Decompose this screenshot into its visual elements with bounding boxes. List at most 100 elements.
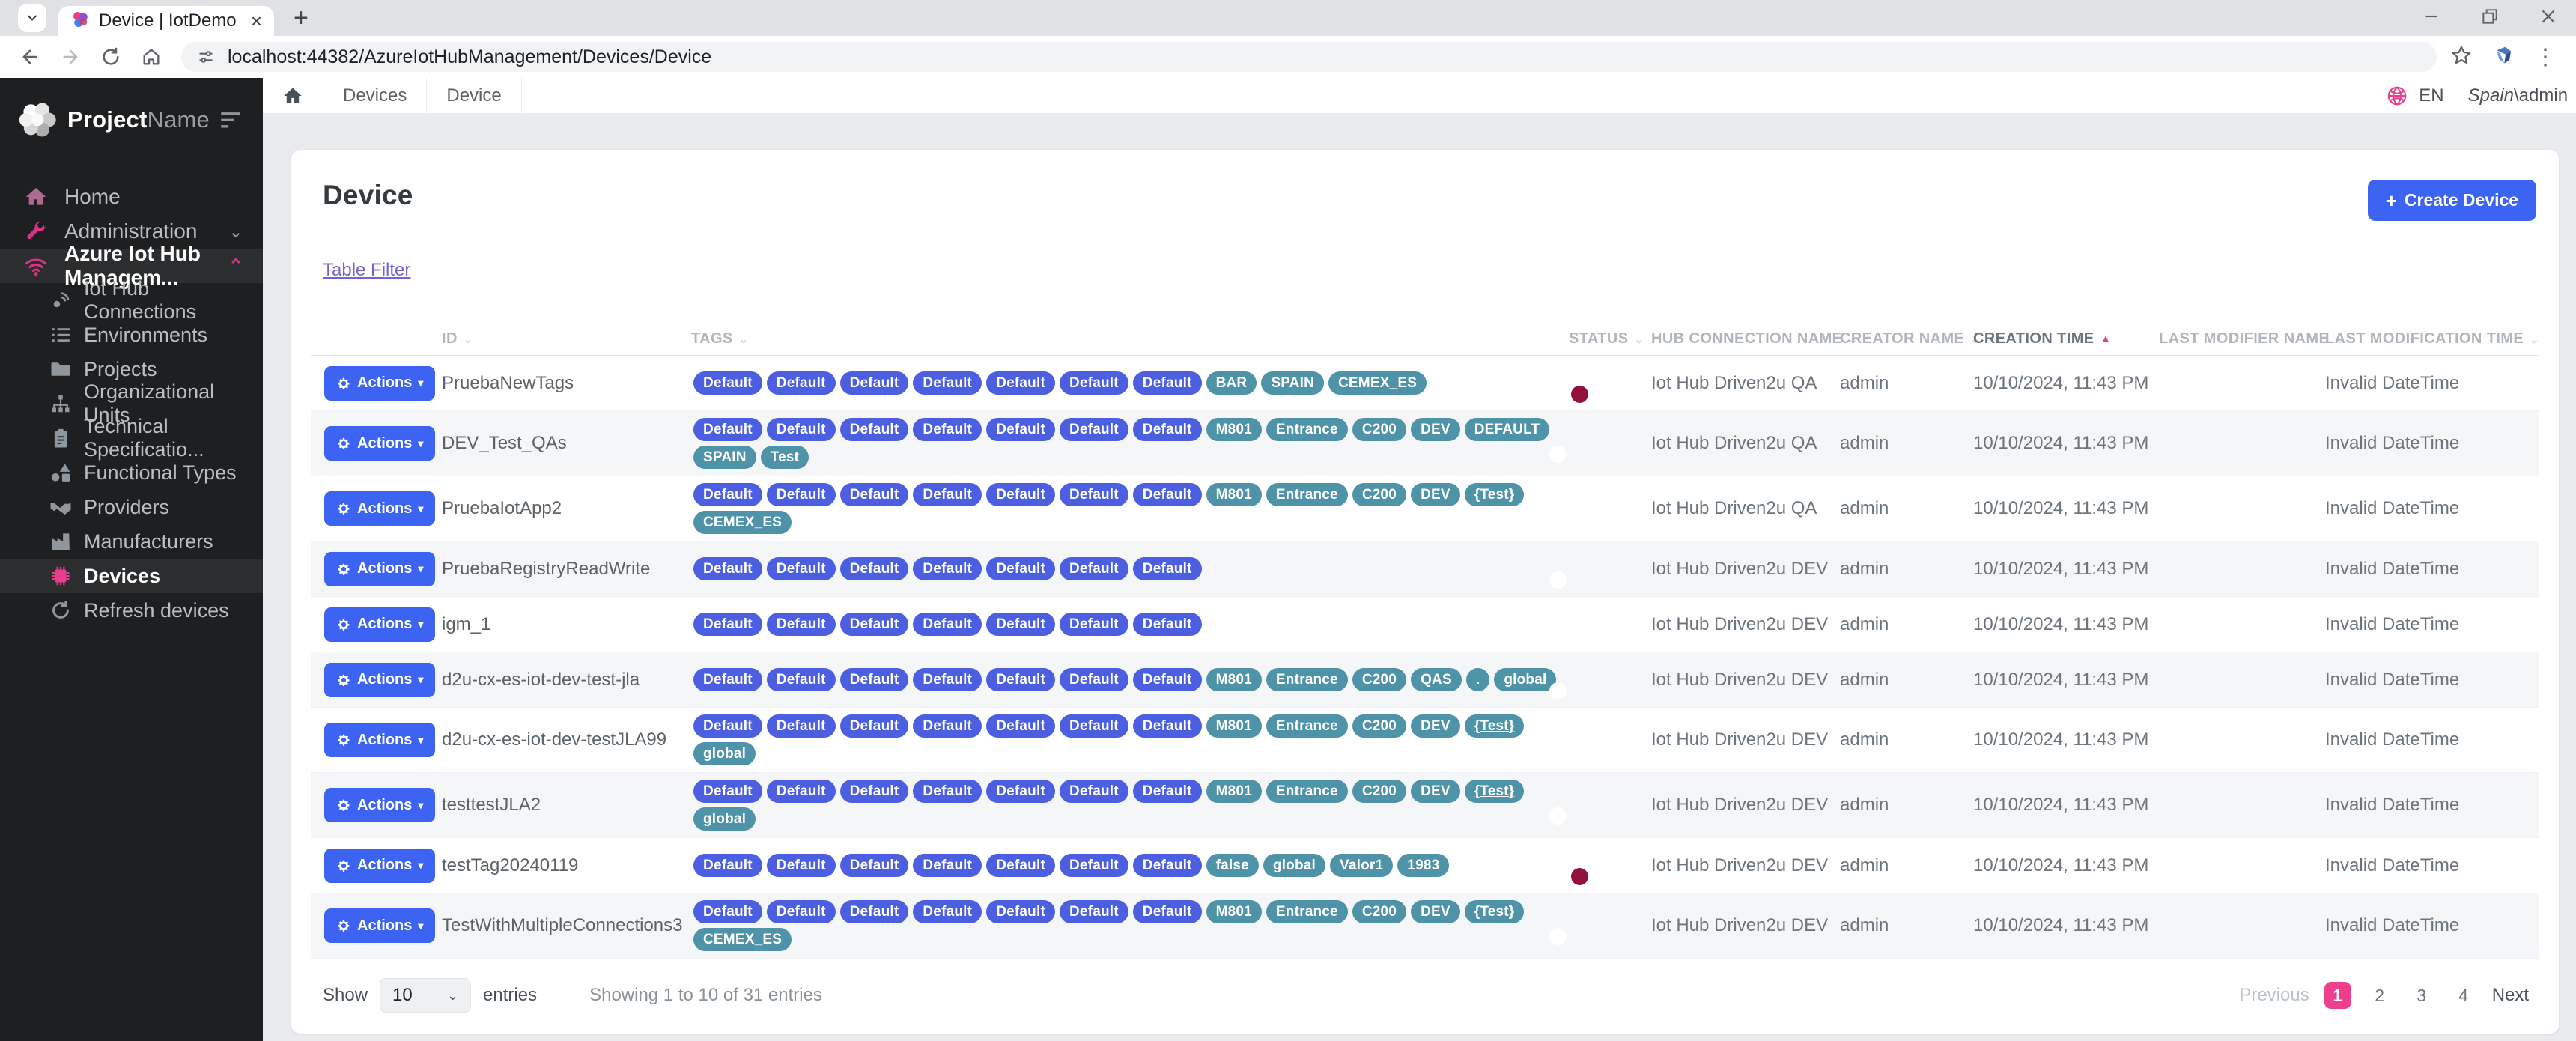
table-row: Actions ▾ TestWithMultipleConnections3 D… xyxy=(311,893,2540,959)
row-actions-button[interactable]: Actions ▾ xyxy=(324,723,436,757)
tag-badge: Valor1 xyxy=(1330,854,1394,877)
pagination-page-3[interactable]: 3 xyxy=(2416,985,2427,1005)
table-row: Actions ▾ d2u-cx-es-iot-dev-test-jla Def… xyxy=(311,652,2540,708)
column-header-id[interactable]: ID ⌄ xyxy=(442,330,473,347)
tag-badge: Default xyxy=(986,780,1055,803)
sidebar-item-functional-types[interactable]: Functional Types xyxy=(0,455,263,490)
table-footer: Show 10 ⌄ entries Showing 1 to 10 of 31 … xyxy=(311,978,2539,1013)
shapes-icon xyxy=(49,461,72,484)
sidebar-item-projects[interactable]: Projects xyxy=(0,352,263,386)
site-settings-icon[interactable] xyxy=(196,47,216,67)
hub-connection-name: Iot Hub Driven2u QA xyxy=(1651,433,1817,453)
browser-toolbar: localhost:44382/AzureIotHubManagement/De… xyxy=(0,36,2576,78)
column-header-status[interactable]: STATUS ⌄ xyxy=(1569,330,1644,347)
page-size-select[interactable]: 10 ⌄ xyxy=(380,978,472,1013)
tag-badge: C200 xyxy=(1352,418,1407,441)
clipboard-icon xyxy=(49,427,72,449)
bookmark-star-icon[interactable] xyxy=(2450,44,2473,70)
plus-icon: + xyxy=(2385,189,2397,212)
language-label[interactable]: EN xyxy=(2419,85,2444,106)
create-device-button[interactable]: + Create Device xyxy=(2367,180,2537,221)
breadcrumb-device[interactable]: Device xyxy=(427,78,522,113)
tag-badge: Default xyxy=(839,668,909,691)
forward-icon[interactable] xyxy=(54,40,87,73)
row-actions-button[interactable]: Actions ▾ xyxy=(324,788,436,822)
caret-down-icon: ▾ xyxy=(418,562,424,574)
row-actions-button[interactable]: Actions ▾ xyxy=(324,662,436,697)
creator-name: admin xyxy=(1840,613,1889,634)
device-tags: Default Default Default Default Default Defau… xyxy=(691,365,1569,401)
browser-menu-icon[interactable]: ⋮ xyxy=(2534,44,2557,70)
tag-badge: {Test} xyxy=(1464,714,1525,738)
device-tags: Default Default Default Default Default Defau… xyxy=(691,411,1569,476)
pagination-page-4[interactable]: 4 xyxy=(2458,985,2469,1005)
hub-connection-name: Iot Hub Driven2u DEV xyxy=(1651,795,1829,815)
sidebar-item-refresh-devices[interactable]: Refresh devices xyxy=(0,593,263,628)
reload-icon[interactable] xyxy=(94,40,127,73)
tab-search-chevron-icon[interactable] xyxy=(18,4,46,32)
column-header-hub-connection-name[interactable]: HUB CONNECTION NAME ⌄ xyxy=(1651,330,1859,347)
chevron-up-icon: ⌃ xyxy=(228,255,243,276)
device-card: Device + Create Device Table Filter ID ⌄ T… xyxy=(291,150,2560,1034)
sidebar-item-label: Azure Iot Hub Managem... xyxy=(64,242,201,289)
new-tab-button[interactable]: + xyxy=(294,3,309,32)
table-filter-link[interactable]: Table Filter xyxy=(323,260,411,280)
app-logo xyxy=(18,100,57,139)
breadcrumb-devices[interactable]: Devices xyxy=(323,78,428,113)
creator-name: admin xyxy=(1840,795,1889,815)
tag-badge: Default xyxy=(913,900,982,923)
home-button-icon[interactable] xyxy=(135,40,168,73)
sidebar-item-technical-specificatio[interactable]: Technical Specificatio... xyxy=(0,415,263,461)
sidebar-item-label: Manufacturers xyxy=(84,529,213,553)
tag-badge: Entrance xyxy=(1266,780,1348,803)
back-icon[interactable] xyxy=(13,40,46,73)
row-actions-button[interactable]: Actions ▾ xyxy=(324,365,436,401)
sidebar-item-home[interactable]: Home xyxy=(0,180,263,214)
last-modification-time: Invalid DateTime xyxy=(2325,915,2460,935)
url-bar[interactable]: localhost:44382/AzureIotHubManagement/De… xyxy=(181,42,2437,72)
row-actions-button[interactable]: Actions ▾ xyxy=(324,551,436,586)
pagination-next[interactable]: Next xyxy=(2491,985,2530,1005)
sidebar-item-manufacturers[interactable]: Manufacturers xyxy=(0,524,263,559)
gear-icon xyxy=(338,920,350,932)
pagination-page-2[interactable]: 2 xyxy=(2375,985,2385,1005)
row-actions-button[interactable]: Actions ▾ xyxy=(324,607,436,642)
user-label[interactable]: Spain\admin xyxy=(2467,85,2569,106)
column-header-tags[interactable]: TAGS ⌄ xyxy=(691,330,749,347)
show-label: Show xyxy=(323,985,368,1005)
row-actions-button[interactable]: Actions ▾ xyxy=(324,848,436,883)
window-minimize-icon[interactable] xyxy=(2422,7,2441,30)
language-globe-icon[interactable] xyxy=(2386,85,2408,107)
sidebar-item-administration[interactable]: Administration ⌄ xyxy=(0,214,263,249)
row-actions-button[interactable]: Actions ▾ xyxy=(324,491,436,526)
url-text: localhost:44382/AzureIotHubManagement/De… xyxy=(228,46,712,67)
pagination-previous[interactable]: Previous xyxy=(2239,985,2309,1005)
sidebar-item-organizational-units[interactable]: Organizational Units xyxy=(0,380,263,426)
device-tags: Default Default Default Default Default Defau… xyxy=(691,773,1569,837)
sidebar-item-devices[interactable]: Devices xyxy=(0,559,263,593)
column-header-last-modification-time[interactable]: LAST MODIFICATION TIME ⌄ xyxy=(2325,330,2540,347)
tab-close-icon[interactable]: × xyxy=(250,9,262,32)
breadcrumb-home-icon[interactable] xyxy=(263,78,323,113)
row-actions-button[interactable]: Actions ▾ xyxy=(324,426,436,461)
tag-badge: C200 xyxy=(1352,668,1407,691)
row-actions-button[interactable]: Actions ▾ xyxy=(324,908,436,943)
browser-tab[interactable]: Device | IotDemo × xyxy=(58,6,274,36)
tag-badge: Default xyxy=(986,371,1055,395)
tag-badge: Default xyxy=(913,854,982,877)
tag-badge: Entrance xyxy=(1266,714,1348,738)
window-close-icon[interactable] xyxy=(2539,7,2558,30)
sidebar-item-providers[interactable]: Providers xyxy=(0,490,263,524)
column-header-creator-name[interactable]: CREATOR NAME ⌄ xyxy=(1840,330,1981,347)
pagination-page-1[interactable]: 1 xyxy=(2324,982,2351,1009)
column-header-creation-time[interactable]: CREATION TIME ▲ xyxy=(1973,330,2112,347)
tag-badge: Default xyxy=(1132,780,1202,803)
column-header-last-modifier-name[interactable]: LAST MODIFIER NAME ⌄ xyxy=(2159,330,2345,347)
sidebar-item-azure-iot-hub-managem[interactable]: Azure Iot Hub Managem... ⌃ xyxy=(0,242,263,289)
tag-badge: Default xyxy=(839,714,909,738)
sidebar-collapse-icon[interactable] xyxy=(218,107,243,133)
window-restore-icon[interactable] xyxy=(2480,7,2500,30)
extension-icon[interactable] xyxy=(2492,44,2515,70)
sidebar-item-iot-hub-connections[interactable]: Iot Hub Connections xyxy=(0,277,263,323)
sidebar-item-environments[interactable]: Environments xyxy=(0,318,263,352)
